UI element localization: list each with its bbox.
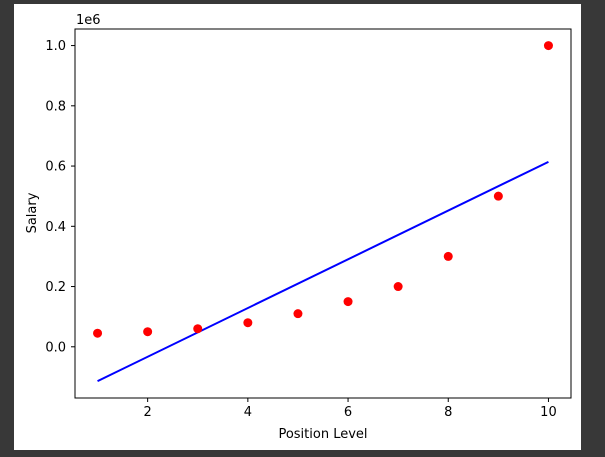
y-tick-label: 1.0 xyxy=(45,39,66,54)
data-point xyxy=(343,297,353,307)
data-point xyxy=(293,309,303,319)
data-point xyxy=(393,282,403,292)
y-axis-label: Salary xyxy=(25,192,40,233)
y-tick-label: 0.6 xyxy=(45,160,66,175)
y-tick-label: 0.0 xyxy=(45,340,66,355)
data-point xyxy=(93,328,103,338)
data-point xyxy=(243,318,253,328)
data-point xyxy=(493,191,503,201)
data-point xyxy=(543,41,553,51)
x-tick-label: 6 xyxy=(344,405,352,420)
data-points-layer xyxy=(93,41,553,338)
y-offset-label: 1e6 xyxy=(76,13,101,28)
data-point xyxy=(143,327,153,337)
y-ticks: 0.0 0.2 0.4 0.6 0.8 1.0 xyxy=(45,39,75,355)
regression-line xyxy=(97,160,549,383)
data-point xyxy=(443,251,453,261)
y-tick-label: 0.2 xyxy=(45,280,66,295)
x-axis-label: Position Level xyxy=(278,427,367,442)
fit-line-layer xyxy=(97,160,549,383)
x-ticks: 2 4 6 8 10 xyxy=(144,398,557,420)
data-point xyxy=(193,324,203,334)
x-tick-label: 8 xyxy=(444,405,452,420)
x-tick-label: 2 xyxy=(144,405,152,420)
x-tick-label: 10 xyxy=(540,405,557,420)
plot-area xyxy=(74,28,572,399)
y-tick-label: 0.4 xyxy=(45,220,66,235)
x-tick-label: 4 xyxy=(244,405,252,420)
y-tick-label: 0.8 xyxy=(45,99,66,114)
